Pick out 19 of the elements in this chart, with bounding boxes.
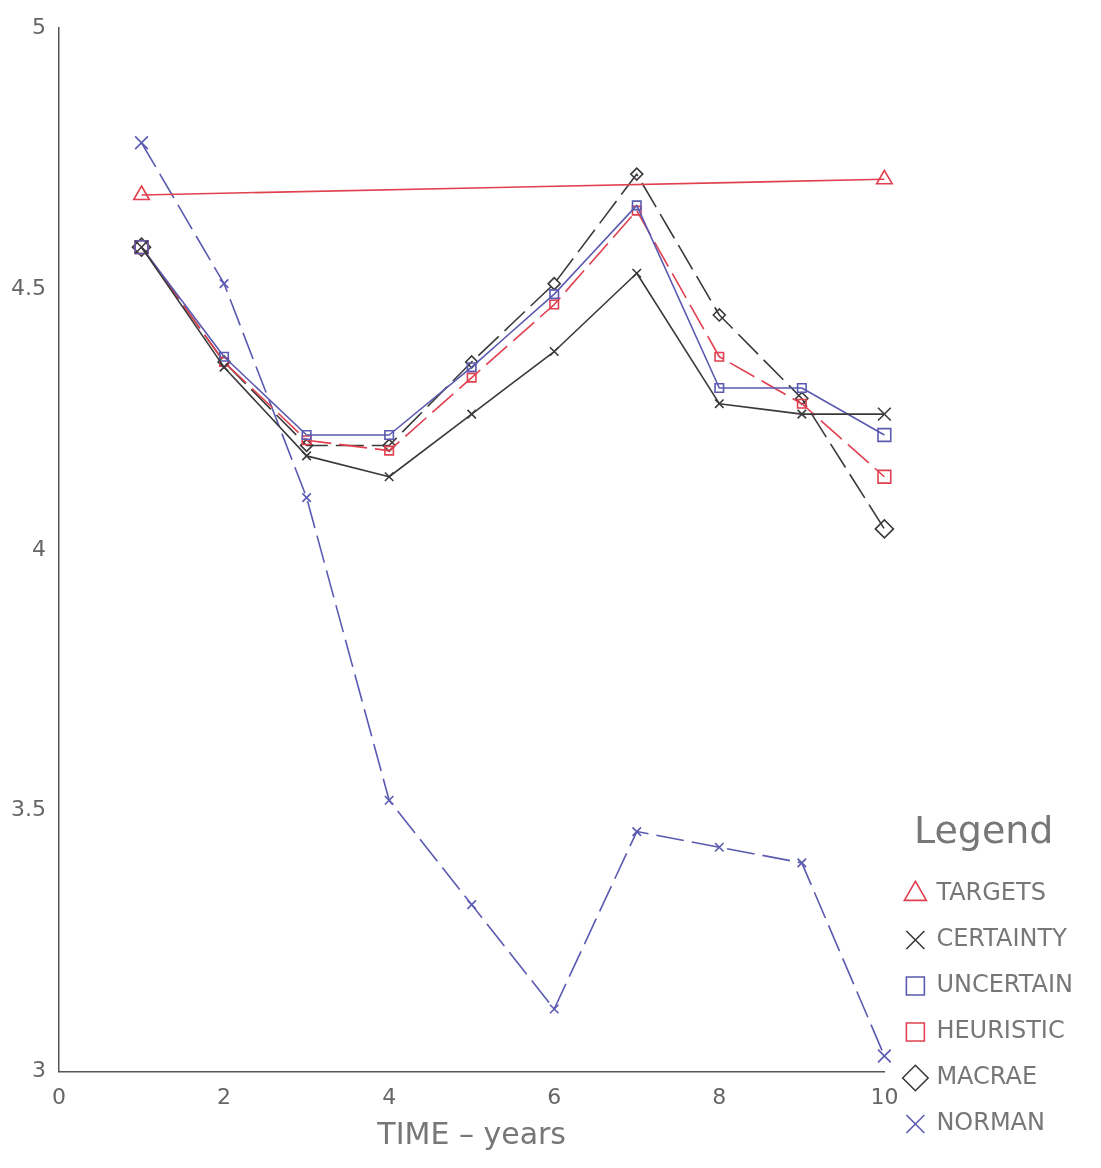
x-tick-label: 0 [51, 1083, 66, 1109]
legend-title: Legend [913, 808, 1054, 853]
x-tick-label: 4 [382, 1083, 397, 1109]
y-tick-label: 4.5 [10, 274, 46, 300]
legend-label: TARGETS [935, 878, 1046, 907]
x-axis-title: TIME – years [376, 1115, 567, 1151]
x-tick-label: 6 [547, 1083, 562, 1109]
legend-label: MACRAE [936, 1062, 1038, 1091]
x-tick-label: 2 [217, 1083, 232, 1109]
y-tick-label: 5 [31, 13, 46, 39]
x-tick-label: 8 [712, 1083, 727, 1109]
legend-label: CERTAINTY [936, 924, 1068, 953]
legend-label: HEURISTIC [936, 1016, 1065, 1045]
y-tick-label: 3.5 [10, 796, 46, 822]
y-tick-label: 4 [31, 535, 46, 561]
legend-label: UNCERTAIN [936, 970, 1074, 999]
x-tick-label: 10 [870, 1083, 899, 1109]
y-tick-label: 3 [31, 1057, 46, 1083]
legend-label: NORMAN [936, 1108, 1045, 1137]
